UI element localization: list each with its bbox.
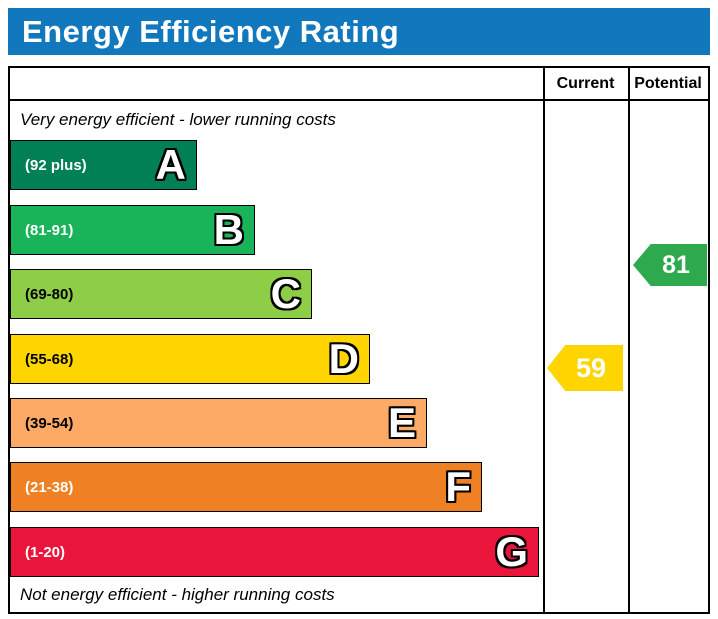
band-c-letter: C (270, 270, 301, 317)
potential-rating-arrow: 81 (633, 244, 707, 286)
chart-header-row: Current Potential (10, 68, 708, 101)
page-title: Energy Efficiency Rating (22, 13, 400, 49)
column-header-potential: Potential (634, 74, 702, 92)
current-rating-value: 59 (575, 352, 607, 383)
energy-efficiency-chart: Current Potential Very energy efficient … (8, 66, 710, 614)
bottom-note: Not energy efficient - higher running co… (20, 585, 335, 604)
band-a-range: (92 plus) (25, 156, 87, 174)
potential-column-divider (628, 68, 630, 612)
band-e-range: (39-54) (25, 414, 74, 432)
band-f-letter: F (445, 463, 471, 510)
column-header-current: Current (556, 74, 615, 92)
band-b-letter: B (213, 206, 244, 253)
potential-rating-value: 81 (662, 250, 690, 279)
title-bar: Energy Efficiency Rating (8, 8, 710, 55)
band-b-range: (81-91) (25, 221, 74, 239)
band-e-letter: E (387, 399, 416, 446)
band-d-letter: D (328, 335, 359, 382)
current-rating-arrow: 59 (547, 345, 623, 391)
band-d-range: (55-68) (25, 350, 74, 368)
band-b: (81-91) B (10, 205, 255, 255)
current-column-divider (543, 68, 545, 612)
band-c-range: (69-80) (25, 285, 74, 303)
band-a-letter: A (155, 141, 186, 188)
band-d: (55-68) D (10, 334, 370, 384)
top-note: Very energy efficient - lower running co… (20, 110, 336, 129)
band-f-range: (21-38) (25, 478, 74, 496)
band-g-letter: G (495, 528, 528, 575)
band-e: (39-54) E (10, 398, 427, 448)
band-a: (92 plus) A (10, 140, 197, 190)
band-f: (21-38) F (10, 462, 482, 512)
band-g: (1-20) G (10, 527, 539, 577)
band-c: (69-80) C (10, 269, 312, 319)
band-g-range: (1-20) (25, 543, 66, 561)
